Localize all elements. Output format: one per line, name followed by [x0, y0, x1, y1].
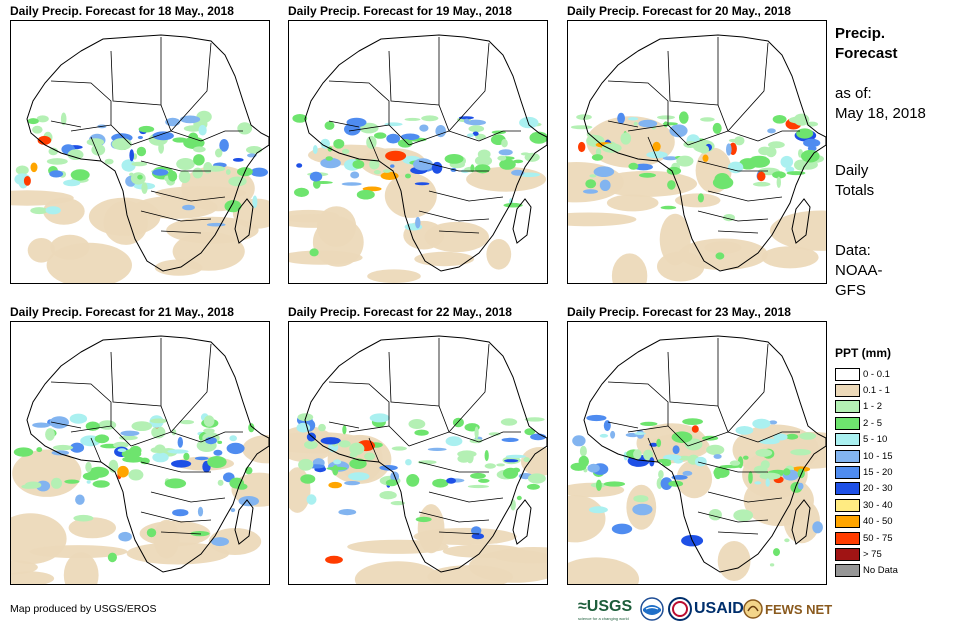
legend-label: 2 - 5 — [863, 417, 883, 429]
heading-line-2: Forecast — [835, 45, 898, 62]
data-line-1: Data: — [835, 242, 871, 259]
forecast-map — [288, 321, 548, 585]
legend-item: 0 - 0.1 — [835, 366, 890, 382]
legend-label: No Data — [863, 565, 898, 577]
legend-swatch — [835, 416, 860, 430]
forecast-panel-5: Daily Precip. Forecast for 22 May., 2018 — [288, 304, 550, 585]
data-line-2: NOAA- — [835, 262, 883, 279]
legend-swatch — [835, 515, 860, 529]
legend-swatch — [835, 433, 860, 447]
legend-item: 1 - 2 — [835, 399, 882, 415]
panel-title: Daily Precip. Forecast for 23 May., 2018 — [567, 305, 791, 319]
panel-title: Daily Precip. Forecast for 18 May., 2018 — [10, 4, 234, 18]
legend-item: > 75 — [835, 546, 882, 562]
legend-swatch — [835, 498, 860, 512]
legend-label: 20 - 30 — [863, 483, 893, 495]
forecast-panel-2: Daily Precip. Forecast for 19 May., 2018 — [288, 3, 550, 284]
legend-label: 0 - 0.1 — [863, 368, 890, 380]
forecast-map — [10, 321, 270, 585]
usgs-logo-text: ≈USGS — [578, 597, 633, 615]
forecast-map — [567, 321, 827, 585]
legend-swatch — [835, 547, 860, 561]
legend-item: 5 - 10 — [835, 432, 887, 448]
legend-item: 20 - 30 — [835, 481, 893, 497]
noaa-logo — [640, 594, 664, 624]
legend-label: 1 - 2 — [863, 401, 883, 413]
panel-title: Daily Precip. Forecast for 20 May., 2018 — [567, 4, 791, 18]
legend-swatch — [835, 449, 860, 463]
as-of-block: as of: May 18, 2018 — [835, 84, 926, 124]
legend-swatch — [835, 383, 860, 397]
legend-swatch — [835, 482, 860, 496]
panel-title: Daily Precip. Forecast for 19 May., 2018 — [288, 4, 512, 18]
legend-label: 40 - 50 — [863, 516, 893, 528]
side-heading: Precip. Forecast — [835, 24, 898, 64]
legend-item: 15 - 20 — [835, 464, 893, 480]
legend-label: > 75 — [863, 548, 882, 560]
legend-label: 30 - 40 — [863, 499, 893, 511]
usaid-logo: USAID — [668, 594, 744, 624]
forecast-panel-3: Daily Precip. Forecast for 20 May., 2018 — [567, 3, 829, 284]
forecast-map — [10, 20, 270, 284]
legend-item: 50 - 75 — [835, 530, 893, 546]
legend-swatch — [835, 367, 860, 381]
fews-net-logo-text: FEWS NET — [765, 601, 833, 617]
legend-swatch — [835, 465, 860, 479]
legend-item: 2 - 5 — [835, 415, 882, 431]
fews-net-logo: FEWS NET — [743, 594, 832, 624]
legend-label: 5 - 10 — [863, 434, 888, 446]
forecast-panel-1: Daily Precip. Forecast for 18 May., 2018 — [10, 3, 272, 284]
legend-item: 30 - 40 — [835, 497, 893, 513]
legend-title: PPT (mm) — [835, 346, 892, 360]
data-line-3: GFS — [835, 282, 866, 299]
legend-swatch — [835, 564, 860, 578]
heading-line-1: Precip. — [835, 25, 886, 42]
as-of-label: as of: — [835, 85, 872, 102]
legend-item: No Data — [835, 563, 898, 579]
usgs-logo: ≈USGS science for a changing world — [578, 594, 632, 624]
legend-swatch — [835, 400, 860, 414]
legend-label: 10 - 15 — [863, 450, 893, 462]
panel-title: Daily Precip. Forecast for 21 May., 2018 — [10, 305, 234, 319]
legend-label: 15 - 20 — [863, 466, 893, 478]
credit-note: Map produced by USGS/EROS — [10, 603, 157, 615]
legend-label: 0.1 - 1 — [863, 384, 890, 396]
as-of-date: May 18, 2018 — [835, 105, 926, 122]
forecast-panel-4: Daily Precip. Forecast for 21 May., 2018 — [10, 304, 272, 585]
legend-item: 40 - 50 — [835, 514, 893, 530]
totals-block: Daily Totals — [835, 161, 874, 201]
forecast-map — [567, 20, 827, 284]
legend-item: 10 - 15 — [835, 448, 893, 464]
usaid-logo-text: USAID — [694, 600, 744, 617]
forecast-panel-6: Daily Precip. Forecast for 23 May., 2018 — [567, 304, 829, 585]
legend-label: 50 - 75 — [863, 532, 893, 544]
panel-title: Daily Precip. Forecast for 22 May., 2018 — [288, 305, 512, 319]
data-source-block: Data: NOAA- GFS — [835, 241, 883, 301]
totals-line-1: Daily — [835, 162, 869, 179]
usgs-tagline: science for a changing world — [578, 615, 629, 621]
forecast-map — [288, 20, 548, 284]
legend-item: 0.1 - 1 — [835, 382, 890, 398]
totals-line-2: Totals — [835, 182, 875, 199]
legend-swatch — [835, 531, 860, 545]
